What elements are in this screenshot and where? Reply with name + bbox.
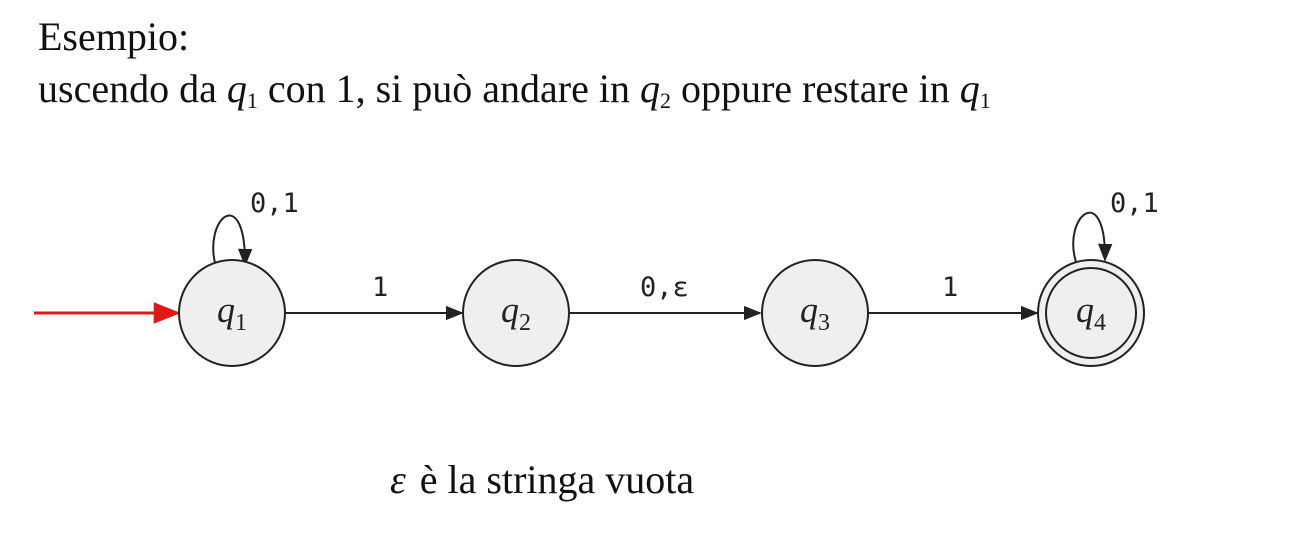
svg-text:q3: q3 <box>800 290 830 336</box>
desc-text-3: oppure restare in <box>670 66 960 111</box>
svg-text:q1: q1 <box>217 290 247 336</box>
label-loop-q4: 0,1 <box>1110 188 1159 219</box>
svg-text:q2: q2 <box>501 290 531 336</box>
epsilon-symbol: ε <box>390 457 406 502</box>
state-q4-accepting: q4 <box>1037 259 1145 367</box>
self-loop-q4 <box>1072 211 1113 263</box>
state-q2: q2 <box>462 259 570 367</box>
desc-q1: q1 <box>226 66 258 113</box>
desc-text-1: uscendo da <box>38 66 227 111</box>
label-q1-q2: 1 <box>372 272 388 303</box>
automaton-diagram: 0,1 1 0,ε 1 0,1 q1 q2 q3 q4 <box>34 188 1159 367</box>
label-q3-q4: 1 <box>942 272 958 303</box>
footer-text: è la stringa vuota <box>419 457 695 502</box>
state-q1: q1 <box>178 259 286 367</box>
svg-text:q4: q4 <box>1076 290 1106 336</box>
desc-q2: q2 <box>639 66 671 113</box>
heading-title: Esempio: <box>38 14 190 59</box>
heading-description: uscendo da q1 con 1, si può andare in q2… <box>38 68 991 120</box>
label-loop-q1: 0,1 <box>250 188 299 219</box>
self-loop-q1 <box>212 214 253 268</box>
label-q2-q3: 0,ε <box>640 272 689 303</box>
state-q3: q3 <box>761 259 869 367</box>
heading: Esempio: uscendo da q1 con 1, si può and… <box>38 16 991 120</box>
desc-q3: q1 <box>959 66 991 113</box>
desc-text-2: con 1, si può andare in <box>257 66 640 111</box>
footer-note: ε è la stringa vuota <box>390 456 694 503</box>
